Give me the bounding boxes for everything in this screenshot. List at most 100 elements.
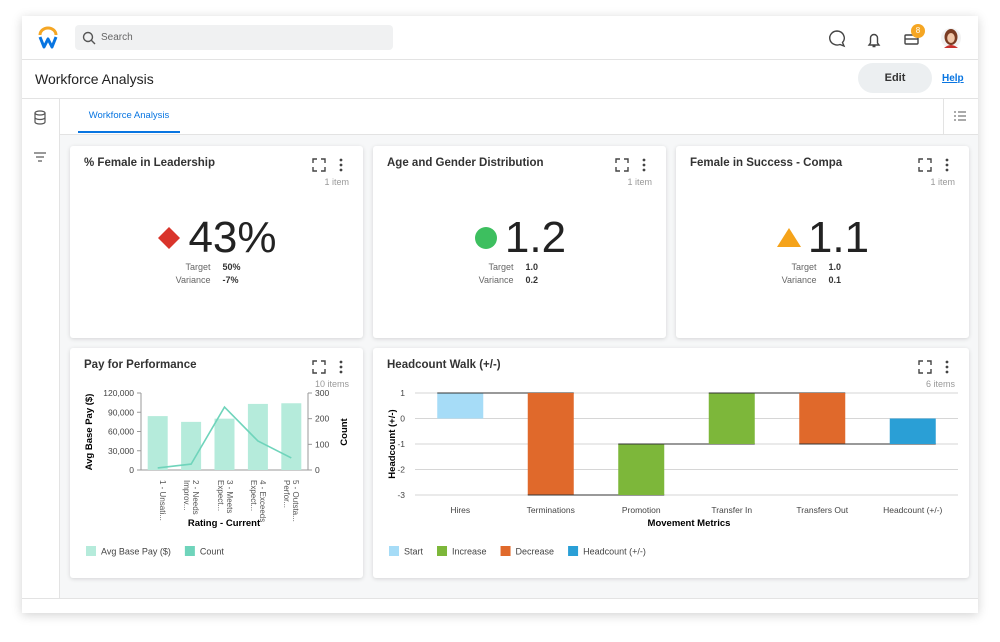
menu-dot [945,370,949,374]
x-tick-label: Transfers Out [796,505,848,515]
expand-icon[interactable] [312,360,326,374]
item-count: 6 items [925,379,955,389]
x-axis-label: Rating - Current [188,518,261,529]
variance-label: Variance [478,275,514,285]
y-axis-label: Headcount (+/-) [387,409,398,478]
help-link[interactable]: Help [942,73,964,84]
bar [247,403,268,470]
menu-dot [642,158,646,162]
bar [281,403,302,470]
status-icon [158,227,181,249]
data-icon[interactable] [34,110,46,125]
y-tick-label: 90,000 [108,407,134,417]
search-box[interactable]: Search [75,25,393,50]
menu-dot [339,168,343,172]
kpi-card: Age and Gender Distribution 1 item 1.2 Targ… [373,146,666,338]
x-tick-label: 4 - Exceeds Expect... [248,480,267,523]
chat-icon[interactable] [829,30,846,48]
card-title: Pay for Performance [84,359,197,371]
menu-dot [339,370,343,374]
target-label: Target [488,262,514,272]
menu-dot [945,163,949,167]
legend-label: Headcount (+/-) [583,547,646,557]
chart-card: Pay for Performance 10 items 0 30,000 60,000… [70,348,363,578]
card-tools [312,360,343,374]
bar [618,444,665,495]
card-tools [918,158,949,172]
legend-swatch [86,546,96,556]
card-title: Female in Success - Compa [690,157,843,169]
y-tick-label: -2 [397,465,405,475]
x-tick-label: Transfer In [711,505,752,515]
y-tick-label: 1 [400,388,405,398]
expand-icon[interactable] [312,158,326,172]
x-tick-label: 1 - Unsati... [157,480,167,521]
menu-dot [339,365,343,369]
bar [527,393,574,495]
legend-label: Decrease [516,547,555,557]
legend-label: Avg Base Pay ($) [101,547,171,557]
kpi-details: Target 50% Variance -7% [70,262,363,285]
menu-dot [642,163,646,167]
card-title: Age and Gender Distribution [387,157,544,169]
expand-icon[interactable] [918,158,932,172]
logo[interactable] [36,26,60,50]
kpi-row: 1.1 [676,208,969,268]
expand-icon[interactable] [918,360,932,374]
chart: 1 0 -1 -2 -3 Hires Terminations Promotion Transf… [387,388,958,557]
menu-dot [945,168,949,172]
y-tick-label: 0 [400,414,405,424]
divider [22,598,978,599]
item-count: 1 item [324,177,349,187]
bell-icon[interactable] [867,33,881,48]
x-tick-label: Promotion [622,505,661,515]
status-circle [474,227,497,249]
target-label: Target [185,262,211,272]
divider [22,59,978,60]
kpi-details: Target 1.0 Variance 0.2 [373,262,666,285]
x-tick-label: 5 - Outsta... Perfor... [282,480,301,522]
item-count: 10 items [314,379,349,389]
list-icon[interactable] [954,110,966,122]
expand-icon[interactable] [615,158,629,172]
divider [59,134,978,135]
bar [437,393,484,419]
x-tick-label: 2 - Needs Improv... [182,480,201,515]
kpi-value: 1.1 [807,213,870,262]
target-value: 50% [222,262,241,272]
kpi-details: Target 1.0 Variance 0.1 [676,262,969,285]
status-icon [776,228,801,247]
bar [214,418,235,470]
bar [889,418,936,444]
y-axis-label: Avg Base Pay ($) [84,394,95,471]
x-tick-label: Headcount (+/-) [883,505,942,515]
divider [943,98,944,134]
status-diamond [158,227,181,249]
legend-swatch [389,546,399,556]
tab[interactable]: Workforce Analysis [88,110,170,121]
line [157,405,292,469]
edit-button[interactable]: Edit [858,63,932,93]
kpi-row: 1.2 [373,208,666,268]
bar [147,416,168,470]
filter-icon[interactable] [34,152,46,162]
y-tick-label: 60,000 [108,427,134,437]
y2-tick-label: 100 [315,439,329,449]
legend-label: Start [404,547,424,557]
sidebar-border [59,98,60,598]
kpi-row: 43% [70,208,363,268]
menu-dot [945,365,949,369]
chart-card: Headcount Walk (+/-) 6 items 1 0 -1 -2 -3 Hires… [373,348,969,578]
item-count: 1 item [627,177,652,187]
status-triangle [776,228,801,247]
sidebar-icons [34,110,46,162]
card-title: Headcount Walk (+/-) [387,359,501,371]
variance-label: Variance [175,275,211,285]
x-tick-label: Hires [450,505,470,515]
bar [708,393,755,444]
avatar[interactable] [941,28,961,48]
kpi-card: Female in Success - Compa 1 item 1.1 Target… [676,146,969,338]
bar [181,421,202,470]
variance-label: Variance [781,275,817,285]
